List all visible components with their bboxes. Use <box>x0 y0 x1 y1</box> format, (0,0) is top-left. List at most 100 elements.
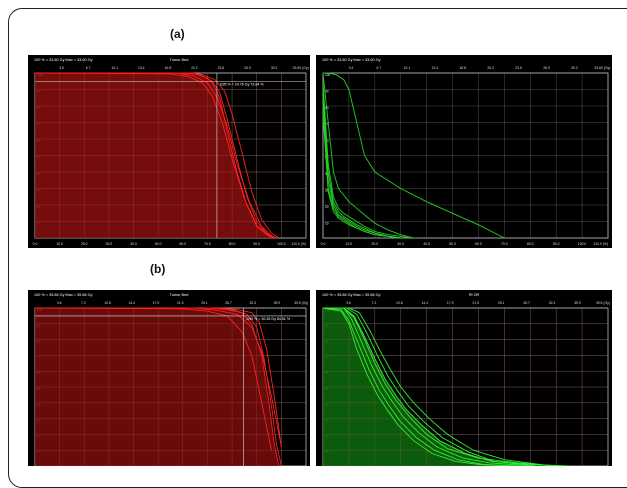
dvh-b-left-series-line-2 <box>34 307 272 451</box>
dvh-b-right-title: Rt OR <box>469 293 480 297</box>
dvh-b-left-annotation: D95 % = 30.35 Gy 84.61 % <box>246 317 290 321</box>
dvh-chart-b-right: 100 % = 35.86 Gy Max = 35.86 Gy Rt OR 3.6 7… <box>316 290 612 466</box>
dvh-b-right-series-line-1 <box>323 307 531 466</box>
dvh-a-left-title: Tumor Bed <box>170 58 189 62</box>
panel-label-a: (a) <box>170 27 185 41</box>
dvh-a-left-top-tick: 10.1 <box>111 66 118 70</box>
dvh-a-right-bottom-tick: 10.0 <box>346 242 353 246</box>
dvh-b-right-series-line-3 <box>323 307 536 466</box>
dvh-a-right-header: 100 % = 33.60 Gy Max = 33.60 Gy <box>322 58 381 62</box>
dvh-a-left-series-line-3 <box>34 72 272 239</box>
dvh-a-right-top-tick: 13.4 <box>431 66 438 70</box>
dvh-a-left-top-tick: 20.2 <box>191 66 198 70</box>
dvh-a-right-series-line-6 <box>322 114 401 239</box>
dvh-a-left-header: 100 % = 33.60 Gy Max = 33.60 Gy <box>34 58 93 62</box>
dvh-a-left-bottom-tick: 100.0 <box>277 242 286 246</box>
dvh-a-left-bottom-tick: 40.0 <box>130 242 137 246</box>
dvh-b-right-top-tick: 3.6 <box>346 301 351 305</box>
dvh-b-left-header: 100 % = 35.86 Gy Max = 35.86 Gy <box>34 293 93 297</box>
dvh-chart-b-right-svg: 100 % = 35.86 Gy Max = 35.86 Gy Rt OR 3.6 7… <box>322 293 610 466</box>
dvh-b-left-top-tick: 32.3 <box>249 301 256 305</box>
dvh-b-right-top-tick: 21.5 <box>472 301 479 305</box>
dvh-a-right-series-line-1 <box>322 72 414 239</box>
dvh-a-right-bottom-tick: 0.0 <box>321 242 326 246</box>
dvh-b-right-top-tick: 39.5 (Gy) <box>596 301 610 305</box>
dvh-a-left-bottom-tick: 90.0 <box>253 242 260 246</box>
dvh-a-right-bottom-tick: 40.0 <box>423 242 430 246</box>
dvh-a-left-series-line-1 <box>35 72 277 239</box>
dvh-b-left-title: Tumor Bed <box>170 293 189 297</box>
dvh-a-right-top-tick: 23.6 <box>515 66 522 70</box>
dvh-a-right-bottom-tick: 110.0 (%) <box>594 242 608 246</box>
dvh-a-right-bottom-tick: 20.0 <box>372 242 379 246</box>
dvh-a-right-series-line-3 <box>322 89 401 239</box>
dvh-a-left-bottom-tick: 10.0 <box>56 242 63 246</box>
dvh-chart-a-right-svg: 100 % = 33.60 Gy Max = 33.60 Gy 3.4 6.7 10.… <box>321 58 611 246</box>
dvh-a-right-top-tick: 30.2 <box>571 66 578 70</box>
dvh-a-right-bottom-tick: 30.0 <box>397 242 404 246</box>
dvh-b-right-header: 100 % = 35.86 Gy Max = 35.86 Gy <box>322 293 381 297</box>
dvh-b-left-top-tick: 21.5 <box>177 301 184 305</box>
dvh-chart-b-left: 100 % = 35.86 Gy Max = 35.86 Gy Tumor Bed… <box>28 290 310 466</box>
dvh-a-right-y-tick: 70 <box>325 123 329 127</box>
dvh-b-left-top-tick: 7.2 <box>81 301 86 305</box>
dvh-b-right-top-tick: 17.9 <box>447 301 454 305</box>
dvh-b-left-series-line-4 <box>35 307 282 448</box>
dvh-a-right-bottom-tick: 80.0 <box>527 242 534 246</box>
dvh-a-left-top-tick: 23.6 <box>218 66 225 70</box>
dvh-b-right-top-tick: 14.4 <box>421 301 428 305</box>
dvh-a-left-top-tick: 33.60 (Gy) <box>293 66 309 70</box>
dvh-b-left-top-tick: 28.7 <box>225 301 232 305</box>
dvh-a-right-bottom-tick: 100.0 <box>578 242 587 246</box>
dvh-b-right-series-line-2 <box>322 307 518 466</box>
dvh-a-right-y-tick: 10 <box>325 222 329 226</box>
dvh-b-right-top-tick: 7.2 <box>372 301 377 305</box>
dvh-a-left-top-tick: 26.9 <box>244 66 251 70</box>
dvh-a-right-bottom-tick: 90.0 <box>553 242 560 246</box>
dvh-a-right-top-tick: 3.4 <box>349 66 354 70</box>
dvh-chart-a-left-svg: 100 % = 33.60 Gy Max = 33.60 Gy Tumor Bed… <box>33 58 309 246</box>
dvh-b-left-top-tick: 35.9 <box>274 301 281 305</box>
dvh-a-left-top-tick: 30.2 <box>271 66 278 70</box>
dvh-a-left-series-line-2 <box>35 72 280 239</box>
dvh-b-left-series-line-1 <box>35 307 282 466</box>
dvh-chart-b-left-svg: 100 % = 35.86 Gy Max = 35.86 Gy Tumor Bed… <box>34 293 308 466</box>
dvh-b-left-top-tick: 17.9 <box>153 301 160 305</box>
dvh-a-left-bottom-tick: 50.0 <box>155 242 162 246</box>
dvh-b-right-series-line-6 <box>323 307 557 466</box>
dvh-b-left-top-tick: 39.5 (Gy) <box>294 301 308 305</box>
dvh-b-left-top-tick: 14.4 <box>128 301 135 305</box>
dvh-b-right-series-line-0 <box>323 307 570 466</box>
dvh-a-right-bottom-tick: 70.0 <box>501 242 508 246</box>
dvh-a-right-y-tick: 30 <box>325 189 329 193</box>
dvh-a-left-series-line-4 <box>35 72 275 239</box>
dvh-chart-a-right: 100 % = 33.60 Gy Max = 33.60 Gy 3.4 6.7 10.… <box>316 55 612 248</box>
dvh-a-left-top-tick: 13.4 <box>138 66 145 70</box>
dvh-a-right-bottom-tick: 60.0 <box>475 242 482 246</box>
dvh-a-left-bottom-tick: 30.0 <box>106 242 113 246</box>
dvh-a-left-top-tick: 16.8 <box>165 66 172 70</box>
panel-label-b: (b) <box>150 262 166 276</box>
dvh-a-left-annotation: D95 % = 24.76 Gy 73.84 % <box>220 82 264 86</box>
dvh-a-right-top-tick: 6.7 <box>377 66 382 70</box>
dvh-a-left-bottom-tick: 110.0 (%) <box>292 242 306 246</box>
dvh-b-right-top-tick: 10.8 <box>396 301 403 305</box>
dvh-a-right-top-tick: 16.8 <box>459 66 466 70</box>
dvh-b-right-top-tick: 35.9 <box>574 301 581 305</box>
dvh-a-right-top-tick: 26.9 <box>543 66 550 70</box>
dvh-a-left-bottom-tick: 0.0 <box>33 242 38 246</box>
dvh-b-right-top-tick: 25.1 <box>498 301 505 305</box>
dvh-b-left-top-tick: 25.1 <box>201 301 208 305</box>
dvh-a-left-top-tick: 3.6 <box>59 66 64 70</box>
dvh-b-right-top-tick: 32.3 <box>549 301 556 305</box>
dvh-a-right-series-line-4 <box>322 97 401 239</box>
dvh-a-left-bottom-tick: 70.0 <box>204 242 211 246</box>
dvh-a-left-bottom-tick: 20.0 <box>81 242 88 246</box>
dvh-a-right-top-tick: 33.60 (Gy) <box>594 66 610 70</box>
dvh-a-right-y-tick: 20 <box>325 205 329 209</box>
dvh-a-left-top-tick: 6.7 <box>86 66 91 70</box>
dvh-a-right-y-tick: 100 <box>325 73 331 77</box>
dvh-a-left-bottom-tick: 60.0 <box>180 242 187 246</box>
dvh-b-left-top-tick: 10.8 <box>104 301 111 305</box>
dvh-a-right-bottom-tick: 50.0 <box>449 242 456 246</box>
